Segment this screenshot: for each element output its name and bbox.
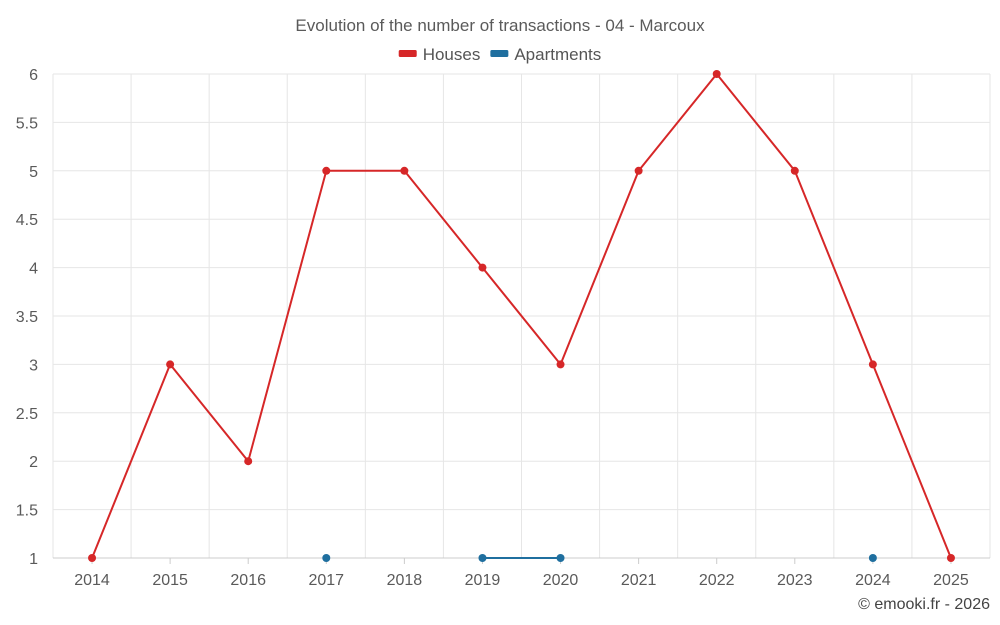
legend-item-houses[interactable]: Houses: [398, 45, 481, 64]
legend-item-apartments[interactable]: Apartments: [490, 45, 601, 64]
data-point-houses[interactable]: [946, 554, 955, 562]
y-tick-label: 2: [29, 454, 38, 471]
y-tick-label: 3.5: [16, 309, 38, 326]
y-tick-label: 2.5: [16, 406, 38, 423]
data-point-houses[interactable]: [400, 166, 409, 175]
y-tick-label: 5: [29, 164, 38, 181]
series-apartments: [322, 554, 877, 562]
legend-swatch-houses: [398, 50, 417, 57]
y-tick-label: 5.5: [16, 115, 38, 132]
x-tick-label: 2020: [543, 572, 579, 589]
series-line-houses: [403, 169, 484, 269]
series-line-houses: [91, 363, 172, 559]
x-tick-label: 2016: [230, 572, 266, 589]
chart-credit: © emooki.fr - 2026: [858, 596, 990, 613]
series: [88, 70, 955, 562]
x-tick-label: 2018: [387, 572, 423, 589]
series-line-houses: [793, 169, 874, 366]
y-tick-label: 6: [29, 67, 38, 84]
data-point-houses[interactable]: [478, 263, 487, 272]
x-tick-label: 2021: [621, 572, 657, 589]
legend-label-houses: Houses: [423, 45, 481, 64]
y-tick-label: 1.5: [16, 503, 38, 520]
data-point-houses[interactable]: [868, 360, 877, 369]
data-point-apartments[interactable]: [868, 554, 877, 562]
data-point-houses[interactable]: [244, 457, 253, 466]
x-tick-label: 2017: [308, 572, 344, 589]
legend-label-apartments: Apartments: [514, 45, 601, 64]
data-point-apartments[interactable]: [322, 554, 331, 562]
y-tick-label: 3: [29, 357, 38, 374]
series-line-houses: [559, 169, 640, 366]
data-point-houses[interactable]: [322, 166, 331, 175]
y-axis: 1 1.5 2 2.5 3 3.5 4 4.5 5 5.5 6: [16, 67, 38, 568]
data-point-houses[interactable]: [556, 360, 565, 369]
data-point-houses[interactable]: [88, 554, 97, 562]
chart-title: Evolution of the number of transactions …: [295, 16, 705, 35]
x-tick-label: 2025: [933, 572, 969, 589]
legend: Houses Apartments: [398, 45, 601, 64]
y-tick-label: 4: [29, 261, 38, 278]
y-tick-label: 4.5: [16, 212, 38, 229]
series-line-houses: [169, 363, 250, 463]
series-line-houses: [715, 73, 796, 172]
x-tick-label: 2022: [699, 572, 735, 589]
data-point-houses[interactable]: [634, 166, 643, 175]
x-tick-label: 2015: [152, 572, 188, 589]
data-point-houses[interactable]: [712, 70, 721, 78]
series-houses: [88, 70, 955, 562]
x-tick-label: 2023: [777, 572, 813, 589]
x-tick-label: 2019: [465, 572, 501, 589]
series-line-houses: [637, 73, 718, 172]
x-tick-label: 2014: [74, 572, 110, 589]
y-tick-label: 1: [29, 551, 38, 568]
series-line-houses: [481, 266, 562, 366]
data-point-apartments[interactable]: [556, 554, 565, 562]
data-point-houses[interactable]: [790, 166, 799, 175]
data-point-apartments[interactable]: [478, 554, 487, 562]
legend-swatch-apartments: [490, 50, 509, 57]
x-axis: 2014 2015 2016 2017 2018 2019 2020 2021 2022 2023…: [53, 557, 990, 589]
x-tick-label: 2024: [855, 572, 891, 589]
data-point-houses[interactable]: [166, 360, 175, 369]
series-line-houses: [247, 169, 328, 463]
series-line-houses: [871, 363, 952, 559]
